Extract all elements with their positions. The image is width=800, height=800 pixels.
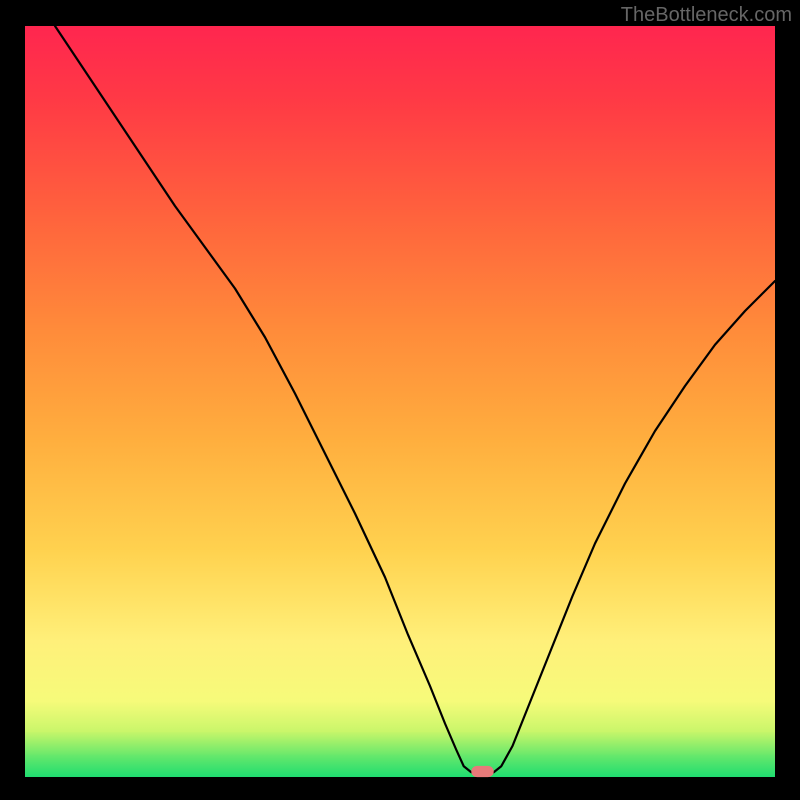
optimal-marker <box>471 766 494 777</box>
chart-container: { "watermark": { "text": "TheBottleneck.… <box>0 0 800 800</box>
bottleneck-chart <box>0 0 800 800</box>
gradient-band <box>25 551 775 642</box>
gradient-band <box>25 439 775 553</box>
gradient-band <box>25 26 775 102</box>
gradient-band <box>25 754 775 778</box>
gradient-band <box>25 641 775 702</box>
gradient-band <box>25 326 775 440</box>
gradient-band <box>25 701 775 732</box>
gradient-band <box>25 101 775 215</box>
gradient-band <box>25 214 775 328</box>
gradient-band <box>25 731 775 755</box>
watermark-text: TheBottleneck.com <box>621 4 792 27</box>
